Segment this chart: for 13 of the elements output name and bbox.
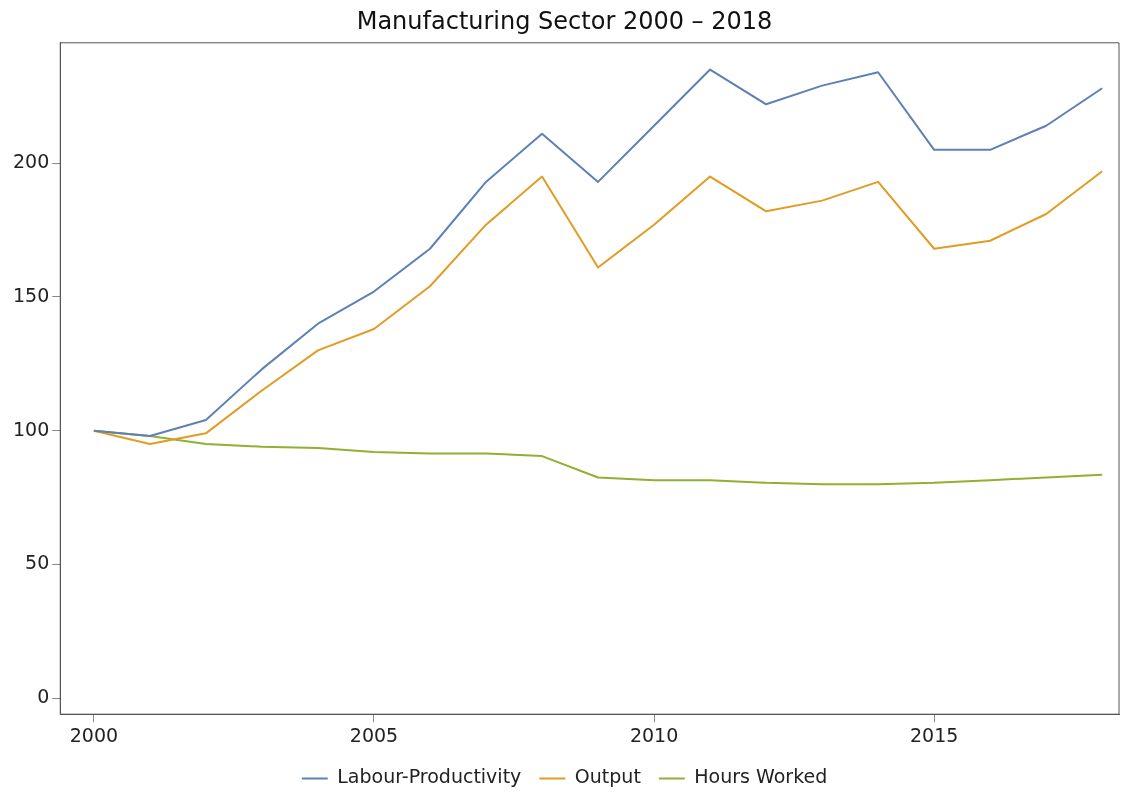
legend-label: Labour-Productivity [337, 765, 522, 788]
chart-title: Manufacturing Sector 2000 – 2018 [356, 6, 773, 35]
y-tick-label: 100 [13, 417, 50, 440]
x-tick-label: 2005 [349, 723, 399, 746]
legend-label: Output [574, 765, 641, 788]
y-tick-label: 50 [25, 551, 50, 574]
y-tick-label: 150 [13, 283, 50, 306]
x-tick-label: 2000 [69, 723, 119, 746]
x-tick-label: 2015 [909, 723, 959, 746]
y-tick-label: 0 [37, 685, 50, 708]
y-tick-label: 200 [13, 150, 50, 173]
legend-label: Hours Worked [694, 765, 828, 788]
x-tick-label: 2010 [629, 723, 679, 746]
